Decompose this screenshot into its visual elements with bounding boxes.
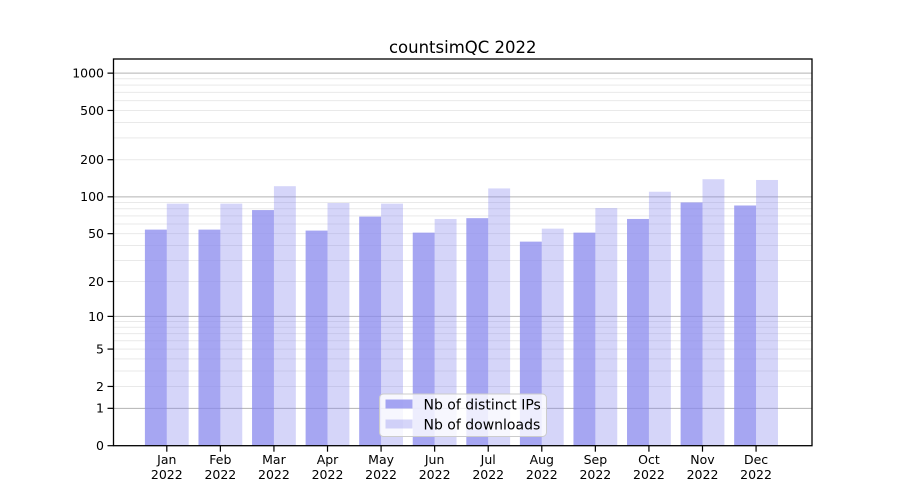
legend-label-downloads: Nb of downloads <box>424 418 541 434</box>
bar-nb-of-downloads-feb-2022 <box>220 203 243 446</box>
plot-border <box>112 58 813 447</box>
legend-frame <box>379 393 547 437</box>
x-tick-label-year-jun: 2022 <box>419 467 451 482</box>
bar-nb-of-downloads-aug-2022 <box>541 228 564 446</box>
x-tick-label-year-apr: 2022 <box>312 467 344 482</box>
x-tick-label-year-may: 2022 <box>365 467 397 482</box>
x-tick-label-month-aug: Aug <box>530 452 554 467</box>
x-tick-label-month-jun: Jun <box>424 452 445 467</box>
tick-labels: 01251020501002005001000Jan2022Feb2022Mar… <box>72 66 772 482</box>
y-tick-label-100: 100 <box>80 189 104 204</box>
x-tick-label-month-jul: Jul <box>480 452 496 467</box>
y-tick-label-50: 50 <box>88 226 104 241</box>
x-tick-label-year-feb: 2022 <box>204 467 236 482</box>
y-tick-label-0: 0 <box>96 438 104 453</box>
bar-nb-of-distinct-ips-dec-2022 <box>734 205 757 446</box>
bar-nb-of-downloads-jul-2022 <box>488 188 511 446</box>
x-tick-label-year-aug: 2022 <box>526 467 558 482</box>
bar-nb-of-distinct-ips-jun-2022 <box>412 232 435 446</box>
x-tick-label-year-jul: 2022 <box>472 467 504 482</box>
legend-swatch-downloads <box>385 419 413 429</box>
x-tick-label-month-dec: Dec <box>744 452 768 467</box>
bar-nb-of-downloads-apr-2022 <box>327 203 350 446</box>
y-tick-label-2: 2 <box>96 379 104 394</box>
y-tick-label-1: 1 <box>96 401 104 416</box>
bar-nb-of-distinct-ips-sep-2022 <box>573 232 596 446</box>
bar-nb-of-downloads-nov-2022 <box>702 179 725 446</box>
y-tick-label-500: 500 <box>80 103 104 118</box>
bar-nb-of-downloads-may-2022 <box>381 203 403 446</box>
bar-nb-of-distinct-ips-jan-2022 <box>144 229 167 446</box>
x-tick-label-month-mar: Mar <box>262 452 286 467</box>
x-tick-label-month-feb: Feb <box>209 452 231 467</box>
bar-nb-of-distinct-ips-oct-2022 <box>627 218 649 446</box>
bar-nb-of-distinct-ips-mar-2022 <box>252 210 274 446</box>
y-tick-label-20: 20 <box>88 274 104 289</box>
x-tick-label-year-jan: 2022 <box>151 467 183 482</box>
legend: Nb of distinct IPs Nb of downloads <box>379 393 547 437</box>
x-tick-label-year-nov: 2022 <box>687 467 719 482</box>
y-tick-label-5: 5 <box>96 341 104 356</box>
x-tick-label-year-sep: 2022 <box>579 467 611 482</box>
y-tick-label-1000: 1000 <box>72 66 104 81</box>
bar-nb-of-distinct-ips-feb-2022 <box>198 229 221 446</box>
bar-nb-of-downloads-mar-2022 <box>273 186 296 446</box>
bar-nb-of-downloads-dec-2022 <box>756 179 778 446</box>
x-tick-label-month-sep: Sep <box>584 452 608 467</box>
x-tick-label-month-apr: Apr <box>317 452 339 467</box>
bar-nb-of-downloads-oct-2022 <box>648 191 671 446</box>
bar-nb-of-distinct-ips-nov-2022 <box>680 202 703 446</box>
bar-nb-of-distinct-ips-may-2022 <box>359 216 382 446</box>
bar-nb-of-distinct-ips-jul-2022 <box>466 218 489 446</box>
legend-swatch-distinct-ips <box>385 399 413 409</box>
bar-nb-of-downloads-jan-2022 <box>166 203 189 446</box>
x-tick-label-month-nov: Nov <box>690 452 715 467</box>
chart-title: countsimQC 2022 <box>389 38 537 57</box>
x-tick-label-year-oct: 2022 <box>633 467 665 482</box>
x-tick-label-month-may: May <box>368 452 394 467</box>
bar-nb-of-distinct-ips-apr-2022 <box>305 230 328 446</box>
x-tick-label-month-jan: Jan <box>156 452 176 467</box>
x-tick-label-year-mar: 2022 <box>258 467 290 482</box>
axes <box>107 58 813 452</box>
bar-nb-of-downloads-jun-2022 <box>434 218 457 446</box>
x-tick-label-month-oct: Oct <box>638 452 660 467</box>
bar-nb-of-downloads-sep-2022 <box>595 208 618 446</box>
y-tick-label-10: 10 <box>88 309 104 324</box>
legend-label-distinct-ips: Nb of distinct IPs <box>424 398 541 414</box>
y-tick-label-200: 200 <box>80 152 104 167</box>
x-tick-label-year-dec: 2022 <box>740 467 772 482</box>
